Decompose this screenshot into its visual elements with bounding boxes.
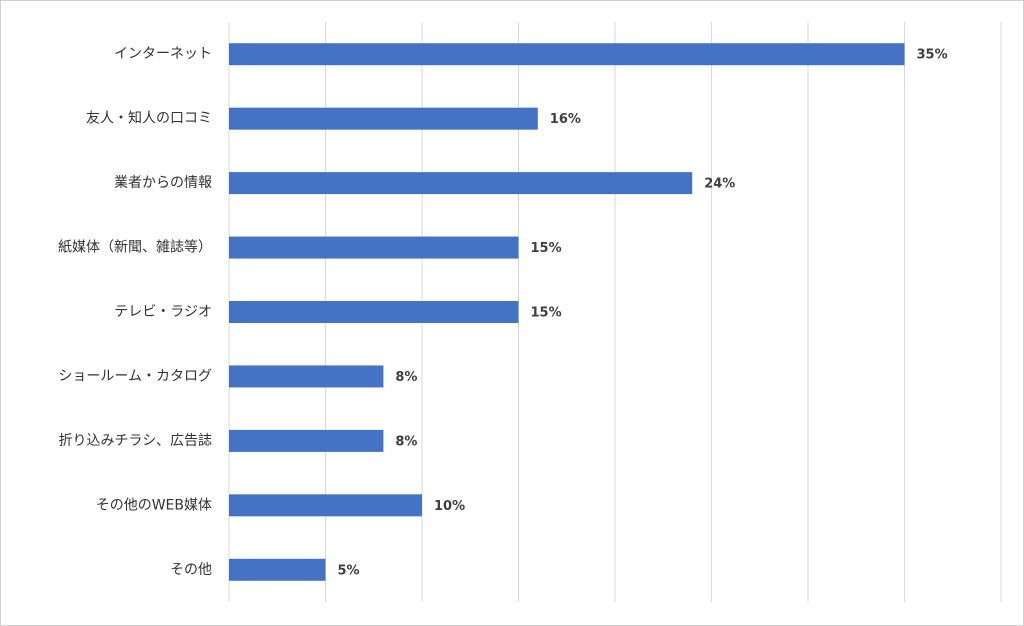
bar — [229, 301, 519, 323]
bar — [229, 43, 905, 66]
y-tick-label: ショールーム・カタログ — [58, 368, 212, 384]
bar — [229, 429, 384, 452]
bar — [229, 558, 326, 581]
y-tick-label: その他のWEB媒体 — [96, 497, 212, 513]
value-label: 8% — [395, 370, 417, 385]
bar — [229, 236, 519, 259]
y-tick-label: 業者からの情報 — [114, 175, 212, 191]
y-tick-label: 折り込みチラシ、広告誌 — [59, 433, 212, 449]
y-tick-label: インターネット — [114, 46, 212, 62]
value-label: 8% — [395, 434, 417, 449]
y-tick-label: テレビ・ラジオ — [114, 304, 212, 320]
bar — [229, 365, 384, 388]
value-label: 5% — [338, 563, 360, 578]
y-tick-label: その他 — [170, 562, 212, 578]
y-tick-label: 紙媒体（新聞、雑誌等） — [58, 239, 212, 256]
value-label: 35% — [917, 48, 948, 63]
value-label: 24% — [704, 177, 735, 192]
value-label: 15% — [531, 306, 562, 321]
bar — [229, 107, 538, 130]
value-label: 16% — [550, 112, 581, 127]
y-tick-label: 友人・知人の口コミ — [86, 110, 212, 127]
bar — [229, 172, 693, 195]
value-label: 10% — [434, 499, 465, 514]
value-label: 15% — [531, 241, 562, 256]
bar — [229, 494, 422, 517]
